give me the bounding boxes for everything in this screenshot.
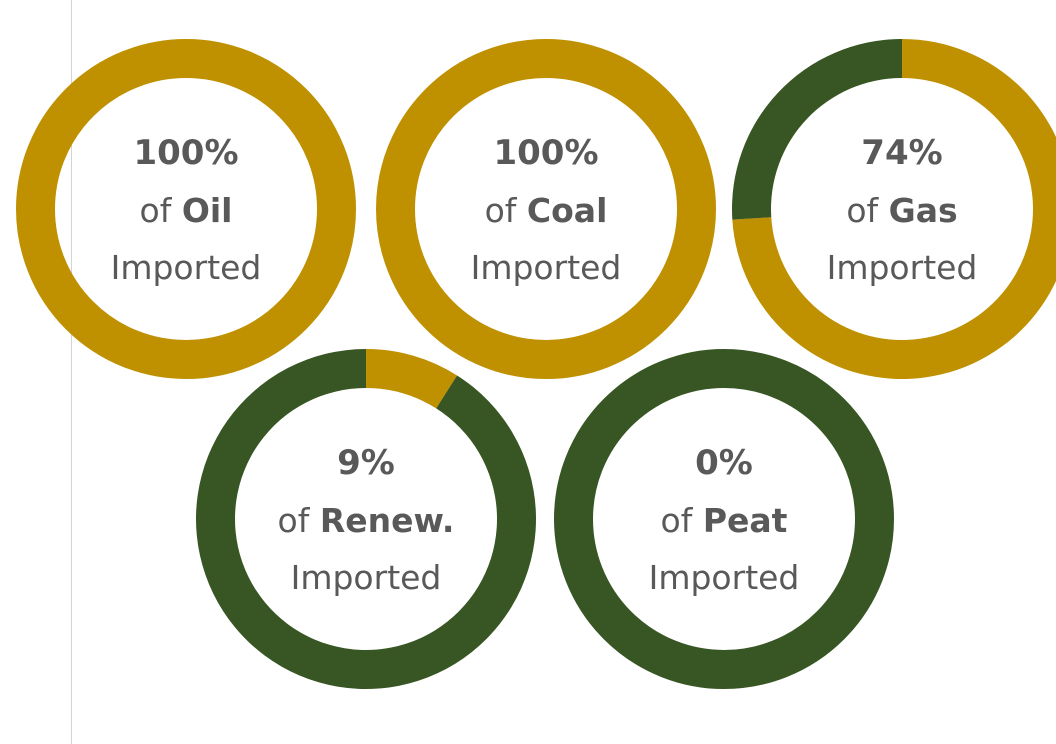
of-word: of xyxy=(661,501,694,540)
left-divider xyxy=(71,0,72,744)
imported-slice xyxy=(16,39,356,379)
donut-gas: 74% of Gas Imported xyxy=(732,38,1056,379)
fuel-label: of Gas xyxy=(846,191,957,230)
fuel-label: of Oil xyxy=(140,191,233,230)
imported-label: Imported xyxy=(111,248,262,287)
percent-label: 100% xyxy=(493,133,598,173)
percent-label: 0% xyxy=(695,443,753,483)
fuel-name: Peat xyxy=(703,501,788,540)
of-word: of xyxy=(278,501,311,540)
percent-label: 100% xyxy=(133,133,238,173)
fuel-name: Gas xyxy=(889,191,958,230)
of-word: of xyxy=(485,191,518,230)
imported-label: Imported xyxy=(291,558,442,597)
imported-slice xyxy=(376,39,716,379)
percent-label: 74% xyxy=(861,133,942,173)
imported-label: Imported xyxy=(827,248,978,287)
fuel-label: of Peat xyxy=(661,501,788,540)
imported-label: Imported xyxy=(471,248,622,287)
imported-label: Imported xyxy=(649,558,800,597)
of-word: of xyxy=(846,191,879,230)
donut-oil: 100% of Oil Imported xyxy=(16,39,356,379)
fuel-name: Renew. xyxy=(320,501,455,540)
imported-slice xyxy=(366,349,458,409)
donut-coal: 100% of Coal Imported xyxy=(376,39,716,379)
fuel-name: Oil xyxy=(182,191,233,230)
of-word: of xyxy=(140,191,173,230)
fuel-label: of Renew. xyxy=(278,501,455,540)
domestic-slice xyxy=(732,38,902,220)
donut-renew: 9% of Renew. Imported xyxy=(196,349,536,689)
percent-label: 9% xyxy=(337,443,395,483)
domestic-slice xyxy=(554,349,894,689)
fuel-label: of Coal xyxy=(485,191,608,230)
fuel-name: Coal xyxy=(527,191,607,230)
